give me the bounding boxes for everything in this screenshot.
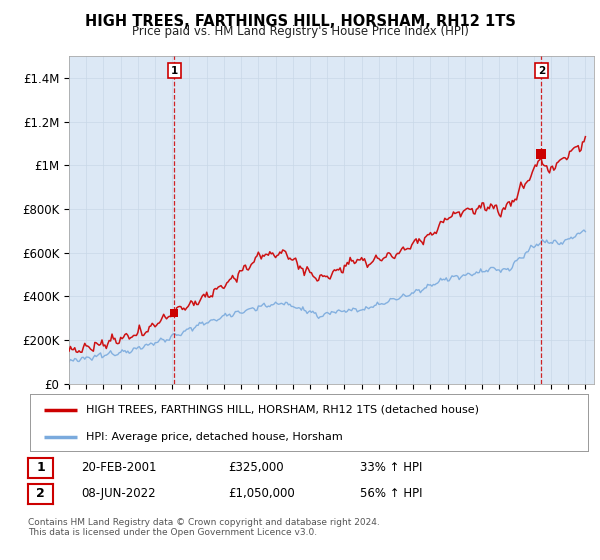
- Text: 1: 1: [171, 66, 178, 76]
- Text: 56% ↑ HPI: 56% ↑ HPI: [360, 487, 422, 501]
- Text: 33% ↑ HPI: 33% ↑ HPI: [360, 461, 422, 474]
- Text: £325,000: £325,000: [228, 461, 284, 474]
- Text: HIGH TREES, FARTHINGS HILL, HORSHAM, RH12 1TS (detached house): HIGH TREES, FARTHINGS HILL, HORSHAM, RH1…: [86, 405, 479, 414]
- Text: 1: 1: [37, 461, 45, 474]
- Text: Price paid vs. HM Land Registry's House Price Index (HPI): Price paid vs. HM Land Registry's House …: [131, 25, 469, 38]
- Text: 08-JUN-2022: 08-JUN-2022: [81, 487, 155, 501]
- Text: HPI: Average price, detached house, Horsham: HPI: Average price, detached house, Hors…: [86, 432, 343, 441]
- Text: Contains HM Land Registry data © Crown copyright and database right 2024.
This d: Contains HM Land Registry data © Crown c…: [28, 518, 380, 538]
- Text: HIGH TREES, FARTHINGS HILL, HORSHAM, RH12 1TS: HIGH TREES, FARTHINGS HILL, HORSHAM, RH1…: [85, 14, 515, 29]
- Text: £1,050,000: £1,050,000: [228, 487, 295, 501]
- Text: 20-FEB-2001: 20-FEB-2001: [81, 461, 157, 474]
- Text: 2: 2: [538, 66, 545, 76]
- Text: 2: 2: [37, 487, 45, 501]
